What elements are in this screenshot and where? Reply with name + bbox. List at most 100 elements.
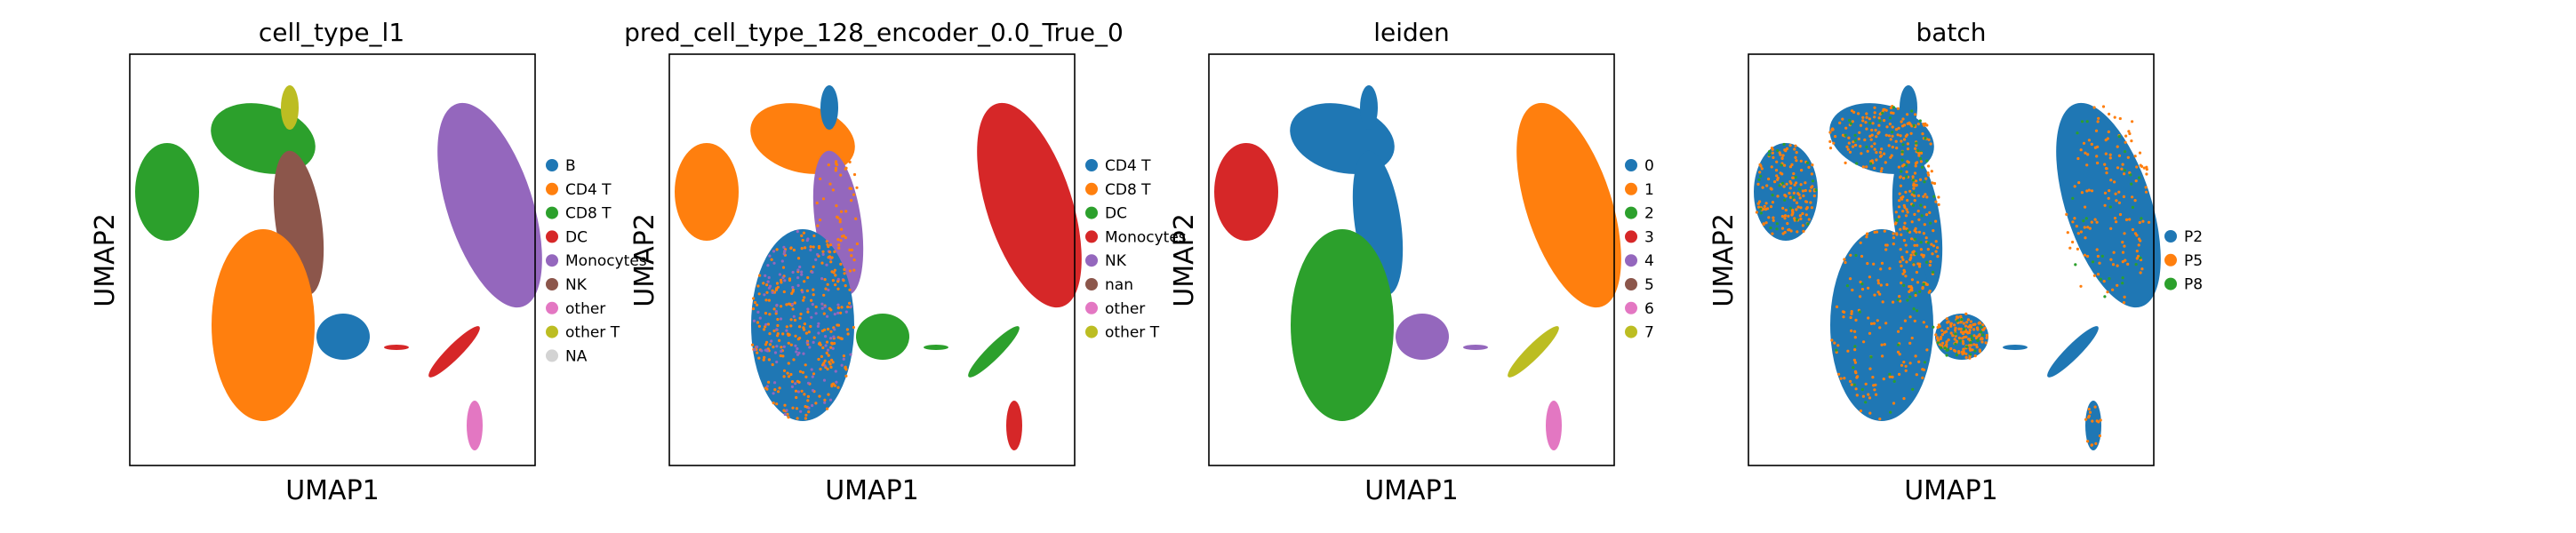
cell-point (836, 323, 839, 327)
cell-point (1871, 122, 1875, 125)
cell-point (1873, 142, 1876, 146)
cell-point (835, 204, 838, 208)
cluster-spike (1360, 85, 1378, 130)
umap-scatter-cloud (135, 85, 542, 450)
cell-point (1881, 354, 1884, 358)
cell-point (1771, 151, 1774, 155)
panel-title: pred_cell_type_128_encoder_0.0_True_0 (624, 18, 1124, 47)
cell-point (763, 355, 766, 359)
cell-point (836, 216, 840, 219)
cell-point (836, 386, 840, 389)
cell-point (1894, 211, 1898, 214)
cell-point (796, 268, 800, 272)
cell-point (1904, 243, 1908, 247)
cell-point (2076, 131, 2079, 135)
cell-point (1774, 169, 1779, 172)
cell-point (772, 329, 776, 333)
cell-point (1850, 310, 1853, 314)
cell-point (785, 303, 788, 306)
cell-point (1908, 290, 1911, 293)
legend-label: other (565, 300, 605, 318)
cell-point (787, 375, 791, 378)
cell-point (1896, 133, 1900, 137)
cell-point (1888, 372, 1892, 376)
cell-point (1891, 375, 1894, 378)
cell-point (1905, 175, 1908, 179)
cell-point (825, 351, 828, 354)
cell-point (827, 288, 830, 291)
cell-point (824, 344, 828, 347)
cell-point (1862, 340, 1866, 344)
cell-point (1788, 206, 1792, 210)
legend-marker (2164, 253, 2177, 266)
cell-point (840, 210, 844, 213)
cell-point (835, 380, 838, 384)
cell-point (1883, 229, 1886, 233)
cell-point (1852, 358, 1856, 362)
cell-point (1972, 334, 1976, 338)
cell-point (1854, 318, 1858, 322)
cell-point (1909, 131, 1913, 135)
cell-point (1895, 232, 1899, 235)
cell-point (2141, 219, 2145, 223)
cell-point (764, 325, 767, 329)
cell-point (2098, 261, 2101, 265)
cell-point (1790, 213, 1794, 217)
cell-point (1772, 155, 1775, 159)
cell-point (855, 186, 859, 189)
cell-point (2130, 139, 2133, 143)
cell-point (1878, 418, 1882, 421)
cell-point (779, 317, 783, 321)
cell-point (1905, 260, 1908, 264)
cell-point (1868, 367, 1872, 370)
cell-point (1881, 111, 1884, 115)
cell-point (2104, 167, 2108, 171)
cell-point (2092, 274, 2096, 277)
cell-point (1929, 259, 1932, 264)
cell-point (1901, 210, 1905, 213)
cell-point (821, 250, 825, 253)
cell-point (1860, 152, 1863, 155)
cell-point (1858, 310, 1861, 314)
cell-point (1901, 258, 1905, 261)
cell-point (1908, 362, 1912, 365)
cell-point (800, 270, 804, 274)
cell-point (2094, 442, 2098, 445)
cell-point (821, 363, 825, 367)
cell-point (1865, 233, 1868, 236)
cluster-strip (1508, 326, 1559, 378)
cell-point (1861, 394, 1865, 398)
cell-point (1854, 143, 1858, 147)
cell-point (2117, 201, 2121, 204)
cell-point (1892, 243, 1895, 246)
cell-point (1793, 198, 1796, 202)
cell-point (1969, 353, 1972, 356)
cell-point (2093, 146, 2097, 149)
cell-point (2065, 212, 2068, 216)
cell-point (1922, 123, 1925, 126)
cell-point (1963, 336, 1966, 339)
cell-point (1873, 106, 1876, 109)
cell-point (1788, 187, 1792, 190)
cell-point (2147, 220, 2151, 224)
cell-point (1913, 243, 1916, 247)
cell-point (2084, 205, 2087, 209)
cell-point (1980, 325, 1983, 329)
cell-point (1894, 128, 1899, 131)
cell-point (1910, 289, 1914, 292)
cell-point (1828, 139, 1832, 143)
cell-point (2139, 163, 2142, 167)
cell-point (782, 375, 786, 378)
cell-point (776, 317, 780, 322)
cell-point (1869, 162, 1873, 165)
legend-label: 3 (1644, 228, 1654, 246)
cell-point (1969, 325, 1973, 329)
cell-point (1884, 248, 1888, 251)
cell-point (835, 162, 838, 165)
cell-point (1868, 117, 1871, 121)
cell-point (1959, 314, 1963, 318)
cell-point (1795, 218, 1798, 221)
cell-point (1795, 151, 1798, 155)
cell-point (1957, 336, 1961, 340)
cell-point (2135, 234, 2139, 237)
